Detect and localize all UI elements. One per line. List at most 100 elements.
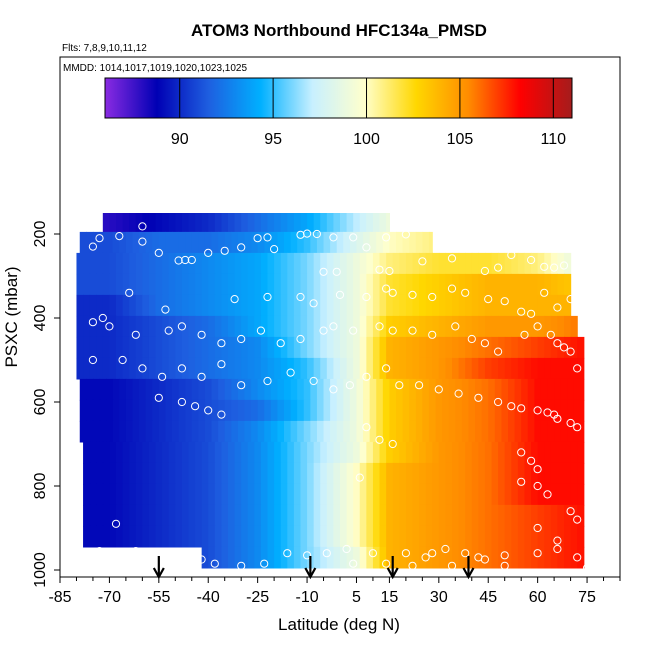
heatmap-cell xyxy=(409,378,417,401)
heatmap-cell xyxy=(280,213,288,233)
sample-point xyxy=(467,334,476,344)
heatmap-cell xyxy=(320,273,328,296)
heatmap-cell xyxy=(379,441,387,464)
heatmap-cell xyxy=(412,546,420,569)
heatmap-cell xyxy=(550,357,559,380)
sample-point xyxy=(566,347,575,356)
sample-point xyxy=(329,322,338,331)
heatmap-cell xyxy=(573,378,582,401)
heatmap-cell xyxy=(214,525,223,548)
heatmap-cell xyxy=(201,357,209,380)
heatmap-cell xyxy=(148,315,157,338)
sample-point xyxy=(237,334,246,344)
heatmap-cell xyxy=(96,273,104,296)
heatmap-cell xyxy=(92,378,101,401)
heatmap-cell xyxy=(208,213,216,233)
sample-point xyxy=(95,234,104,243)
heatmap-cell xyxy=(465,252,473,275)
heatmap-cell xyxy=(537,483,545,506)
heatmap-cell xyxy=(465,294,473,317)
heatmap-cell xyxy=(106,420,114,443)
heatmap-cell xyxy=(201,483,209,506)
heatmap-cell xyxy=(372,273,381,296)
heatmap-cell xyxy=(241,315,249,338)
heatmap-cell xyxy=(257,399,265,422)
heatmap-cell xyxy=(148,441,157,464)
heatmap-cell xyxy=(260,483,269,506)
heatmap-cell xyxy=(221,546,229,569)
heatmap-cell xyxy=(260,462,269,485)
heatmap-cell xyxy=(442,399,450,422)
sample-point xyxy=(441,544,450,554)
heatmap-cell xyxy=(557,546,565,569)
heatmap-cell xyxy=(550,336,559,359)
heatmap-cell xyxy=(307,357,315,380)
heatmap-cell xyxy=(326,504,335,527)
heatmap-cell xyxy=(148,252,157,275)
heatmap-cell xyxy=(524,273,532,296)
heatmap-cell xyxy=(359,483,367,506)
heatmap-cell xyxy=(79,420,87,443)
heatmap-cell xyxy=(448,420,456,443)
heatmap-cell xyxy=(498,525,506,548)
sample-point xyxy=(527,309,536,318)
heatmap-cell xyxy=(531,546,539,569)
heatmap-cell xyxy=(76,294,84,317)
heatmap-cell xyxy=(228,357,236,380)
heatmap-cell xyxy=(363,231,371,254)
heatmap-cell xyxy=(175,357,183,380)
heatmap-cell xyxy=(534,420,542,443)
heatmap-cell xyxy=(129,525,137,548)
sample-point xyxy=(322,549,331,558)
heatmap-cell xyxy=(501,420,509,443)
heatmap-cell xyxy=(188,441,196,464)
heatmap-cell xyxy=(92,399,101,422)
heatmap-cell xyxy=(241,336,249,359)
heatmap-cell xyxy=(109,213,117,233)
heatmap-cell xyxy=(142,336,150,359)
heatmap-cell xyxy=(102,525,111,548)
heatmap-cell xyxy=(379,252,387,275)
heatmap-cell xyxy=(264,231,272,254)
heatmap-cell xyxy=(274,252,282,275)
heatmap-cell xyxy=(412,504,420,527)
sample-point xyxy=(540,288,549,297)
heatmap-cell xyxy=(201,273,209,296)
heatmap-cell xyxy=(155,483,163,506)
heatmap-cell xyxy=(504,462,512,485)
x-axis-label: Latitude (deg N) xyxy=(278,615,400,634)
heatmap-cell xyxy=(148,294,157,317)
heatmap-cell xyxy=(478,483,486,506)
heatmap-cell xyxy=(336,420,344,443)
heatmap-cell xyxy=(531,483,539,506)
heatmap-cell xyxy=(392,357,400,380)
heatmap-cell xyxy=(116,357,124,380)
heatmap-cell xyxy=(491,252,499,275)
heatmap-cell xyxy=(478,462,486,485)
heatmap-cell xyxy=(247,273,255,296)
heatmap-cell xyxy=(372,336,381,359)
heatmap-cell xyxy=(132,420,140,443)
heatmap-cell xyxy=(359,504,367,527)
sample-point xyxy=(434,232,443,241)
heatmap-cell xyxy=(399,504,407,527)
heatmap-cell xyxy=(346,294,354,317)
heatmap-cell xyxy=(504,336,512,359)
heatmap-cell xyxy=(517,315,526,338)
heatmap-cell xyxy=(102,213,111,233)
sample-point xyxy=(88,242,98,251)
heatmap-cell xyxy=(465,315,473,338)
heatmap-cell xyxy=(188,504,196,527)
heatmap-cell xyxy=(405,294,414,317)
heatmap-cell xyxy=(531,525,539,548)
heatmap-cell xyxy=(448,399,456,422)
heatmap-cell xyxy=(307,252,315,275)
heatmap-cell xyxy=(83,441,91,464)
heatmap-cell xyxy=(181,504,190,527)
heatmap-cell xyxy=(369,420,377,443)
heatmap-cell xyxy=(524,315,532,338)
heatmap-cell xyxy=(471,546,479,569)
heatmap-cell xyxy=(412,336,420,359)
sample-point xyxy=(181,255,190,265)
heatmap-cell xyxy=(419,336,427,359)
